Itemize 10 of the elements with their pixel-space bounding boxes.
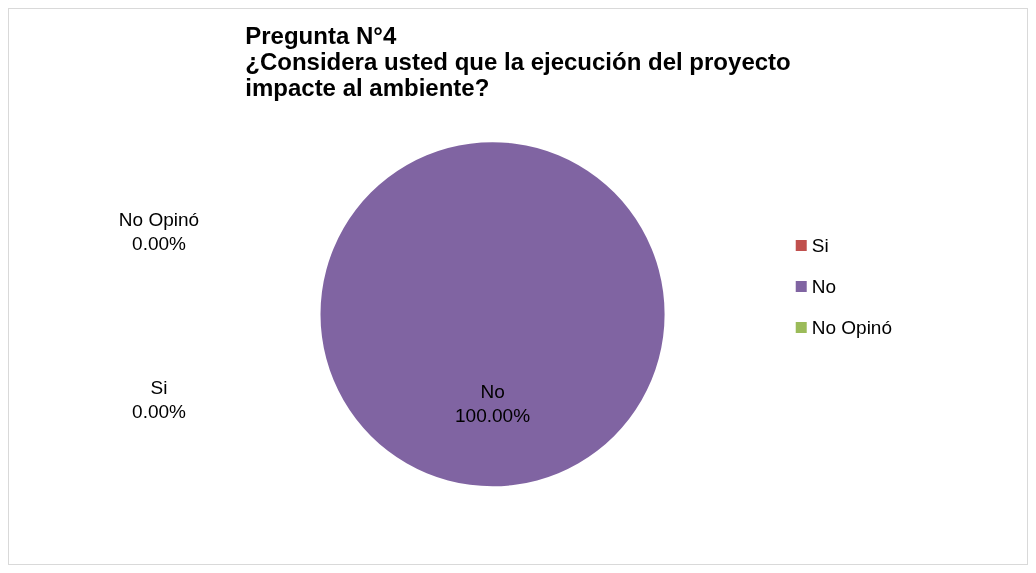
legend-label: Si — [811, 235, 829, 256]
category-label: Si — [150, 376, 168, 398]
category-label: No Opinó — [118, 208, 200, 230]
data-label: 100.00% — [455, 404, 531, 426]
chart-title: Pregunta N°4 ¿Considera usted que la ejecución del proyecto impacte al ambiente? — [245, 21, 791, 101]
slice-label: No — [480, 380, 505, 402]
text: 0.00% — [132, 232, 186, 254]
legend-label: No Opinó — [811, 317, 893, 338]
text: 0.00% — [132, 400, 186, 422]
legend-label: No — [811, 276, 837, 297]
